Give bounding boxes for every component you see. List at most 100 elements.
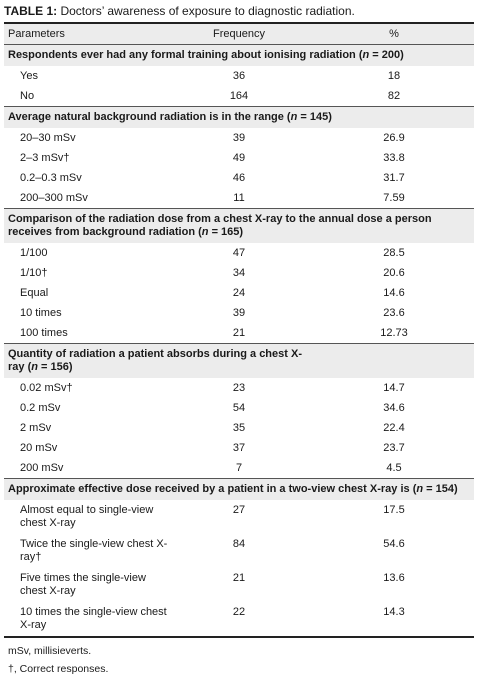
section-divider bbox=[4, 343, 474, 344]
table-caption: TABLE 1: Doctors’ awareness of exposure … bbox=[4, 0, 474, 22]
row-parameter: 0.2–0.3 mSv bbox=[20, 172, 82, 184]
section-divider bbox=[4, 208, 474, 209]
row-parameter: No bbox=[20, 90, 35, 102]
row-parameter: 2 mSv bbox=[20, 422, 52, 434]
row-percent: 22.4 bbox=[383, 422, 405, 434]
row-frequency: 11 bbox=[233, 192, 245, 204]
section-heading: Average natural background radiation is … bbox=[4, 107, 474, 128]
row-percent: 31.7 bbox=[383, 172, 405, 184]
caption-text: Doctors’ awareness of exposure to diagno… bbox=[57, 4, 355, 18]
row-frequency: 39 bbox=[232, 307, 246, 319]
row-percent: 20.6 bbox=[383, 267, 405, 279]
row-parameter: Twice the single-view chest X-ray† bbox=[20, 538, 168, 563]
row-parameter: Yes bbox=[20, 70, 38, 82]
table-row: 1/100 47 28.5 bbox=[4, 243, 474, 263]
section-n-value: = 156) bbox=[37, 361, 73, 373]
table-row: 10 times the single-view chest X-ray 22 14… bbox=[4, 602, 474, 636]
row-frequency: 35 bbox=[232, 422, 246, 434]
row-frequency: 47 bbox=[232, 247, 246, 259]
row-frequency: 39 bbox=[232, 132, 246, 144]
row-parameter: 10 times bbox=[20, 307, 62, 319]
table-row: Yes 36 18 bbox=[4, 66, 474, 86]
row-parameter: 0.2 mSv bbox=[20, 402, 61, 414]
row-percent: 14.7 bbox=[383, 382, 405, 394]
row-percent: 17.5 bbox=[383, 504, 405, 516]
row-parameter: Five times the single-view chest X-ray bbox=[20, 572, 146, 597]
section-title: Respondents ever had any formal training… bbox=[8, 49, 363, 61]
table-row: 0.2–0.3 mSv 46 31.7 bbox=[4, 168, 474, 188]
row-frequency: 84 bbox=[232, 538, 246, 550]
row-percent: 34.6 bbox=[383, 402, 405, 414]
table-row: No 164 82 bbox=[4, 86, 474, 106]
row-parameter: 0.02 mSv† bbox=[20, 382, 73, 394]
header-row: Parameters Frequency % bbox=[4, 24, 474, 44]
row-percent: 23.7 bbox=[383, 442, 405, 454]
row-parameter: 100 times bbox=[20, 327, 68, 339]
row-percent: 82 bbox=[387, 90, 401, 102]
row-percent: 23.6 bbox=[383, 307, 405, 319]
table-row: Five times the single-view chest X-ray 21… bbox=[4, 568, 474, 602]
section-heading: Respondents ever had any formal training… bbox=[4, 45, 474, 66]
row-parameter: 20 mSv bbox=[20, 442, 58, 454]
table-row: 2 mSv 35 22.4 bbox=[4, 418, 474, 438]
row-percent: 26.9 bbox=[383, 132, 405, 144]
row-frequency: 23 bbox=[232, 382, 246, 394]
header-percent: % bbox=[389, 28, 399, 40]
row-percent: 54.6 bbox=[383, 538, 405, 550]
row-frequency: 22 bbox=[232, 606, 246, 618]
table-row: 1/10† 34 20.6 bbox=[4, 263, 474, 283]
table-row: 20–30 mSv 39 26.9 bbox=[4, 128, 474, 148]
section-title: Approximate effective dose received by a… bbox=[8, 483, 417, 495]
section-heading: Approximate effective dose received by a… bbox=[4, 479, 474, 500]
row-percent: 33.8 bbox=[383, 152, 405, 164]
row-percent: 14.3 bbox=[383, 606, 405, 618]
header-frequency: Frequency bbox=[213, 28, 265, 40]
row-frequency: 7 bbox=[235, 462, 243, 474]
table-row: 20 mSv 37 23.7 bbox=[4, 438, 474, 458]
section-divider bbox=[4, 478, 474, 479]
header-parameters: Parameters bbox=[8, 28, 65, 40]
row-parameter: 1/10† bbox=[20, 267, 48, 279]
row-percent: 14.6 bbox=[383, 287, 405, 299]
table-row: Almost equal to single-view chest X-ray 2… bbox=[4, 500, 474, 534]
header-rule bbox=[4, 44, 474, 45]
row-frequency: 49 bbox=[232, 152, 246, 164]
table-body: Respondents ever had any formal training… bbox=[4, 45, 474, 636]
row-frequency: 54 bbox=[232, 402, 246, 414]
table-row: 100 times 21 12.73 bbox=[4, 323, 474, 343]
section-title: Comparison of the radiation dose from a … bbox=[8, 213, 432, 238]
row-parameter: Almost equal to single-view chest X-ray bbox=[20, 504, 154, 529]
row-frequency: 21 bbox=[232, 572, 246, 584]
row-frequency: 21 bbox=[232, 327, 246, 339]
section-n-value: = 154) bbox=[423, 483, 458, 495]
caption-label: TABLE 1: bbox=[4, 4, 58, 18]
section-n-symbol: n bbox=[362, 49, 370, 61]
section-title: Average natural background radiation is … bbox=[8, 111, 291, 123]
bottom-rule bbox=[4, 636, 474, 638]
row-percent: 18 bbox=[387, 70, 401, 82]
row-percent: 28.5 bbox=[383, 247, 405, 259]
table-row: 10 times 39 23.6 bbox=[4, 303, 474, 323]
row-frequency: 27 bbox=[232, 504, 246, 516]
table-row: 200 mSv 7 4.5 bbox=[4, 458, 474, 478]
row-percent: 12.73 bbox=[380, 327, 408, 339]
section-divider bbox=[4, 106, 474, 107]
row-frequency: 24 bbox=[232, 287, 246, 299]
section-heading: Comparison of the radiation dose from a … bbox=[4, 209, 474, 243]
table-row: 0.2 mSv 54 34.6 bbox=[4, 398, 474, 418]
table-container: TABLE 1: Doctors’ awareness of exposure … bbox=[4, 0, 474, 678]
row-percent: 7.59 bbox=[383, 192, 405, 204]
row-parameter: 10 times the single-view chest X-ray bbox=[20, 606, 167, 631]
section-n-value: = 145) bbox=[297, 111, 332, 123]
table-row: 2–3 mSv† 49 33.8 bbox=[4, 148, 474, 168]
row-parameter: 200–300 mSv bbox=[20, 192, 88, 204]
row-percent: 13.6 bbox=[383, 572, 405, 584]
row-parameter: 20–30 mSv bbox=[20, 132, 76, 144]
section-heading: Quantity of radiation a patient absorbs … bbox=[4, 344, 474, 378]
section-n-value: = 200) bbox=[369, 49, 404, 61]
row-frequency: 164 bbox=[229, 90, 249, 102]
footnote: †, Correct responses. bbox=[8, 663, 109, 675]
table-row: Equal 24 14.6 bbox=[4, 283, 474, 303]
row-parameter: 1/100 bbox=[20, 247, 48, 259]
footnotes: mSv, millisieverts. †, Correct responses… bbox=[4, 642, 474, 678]
